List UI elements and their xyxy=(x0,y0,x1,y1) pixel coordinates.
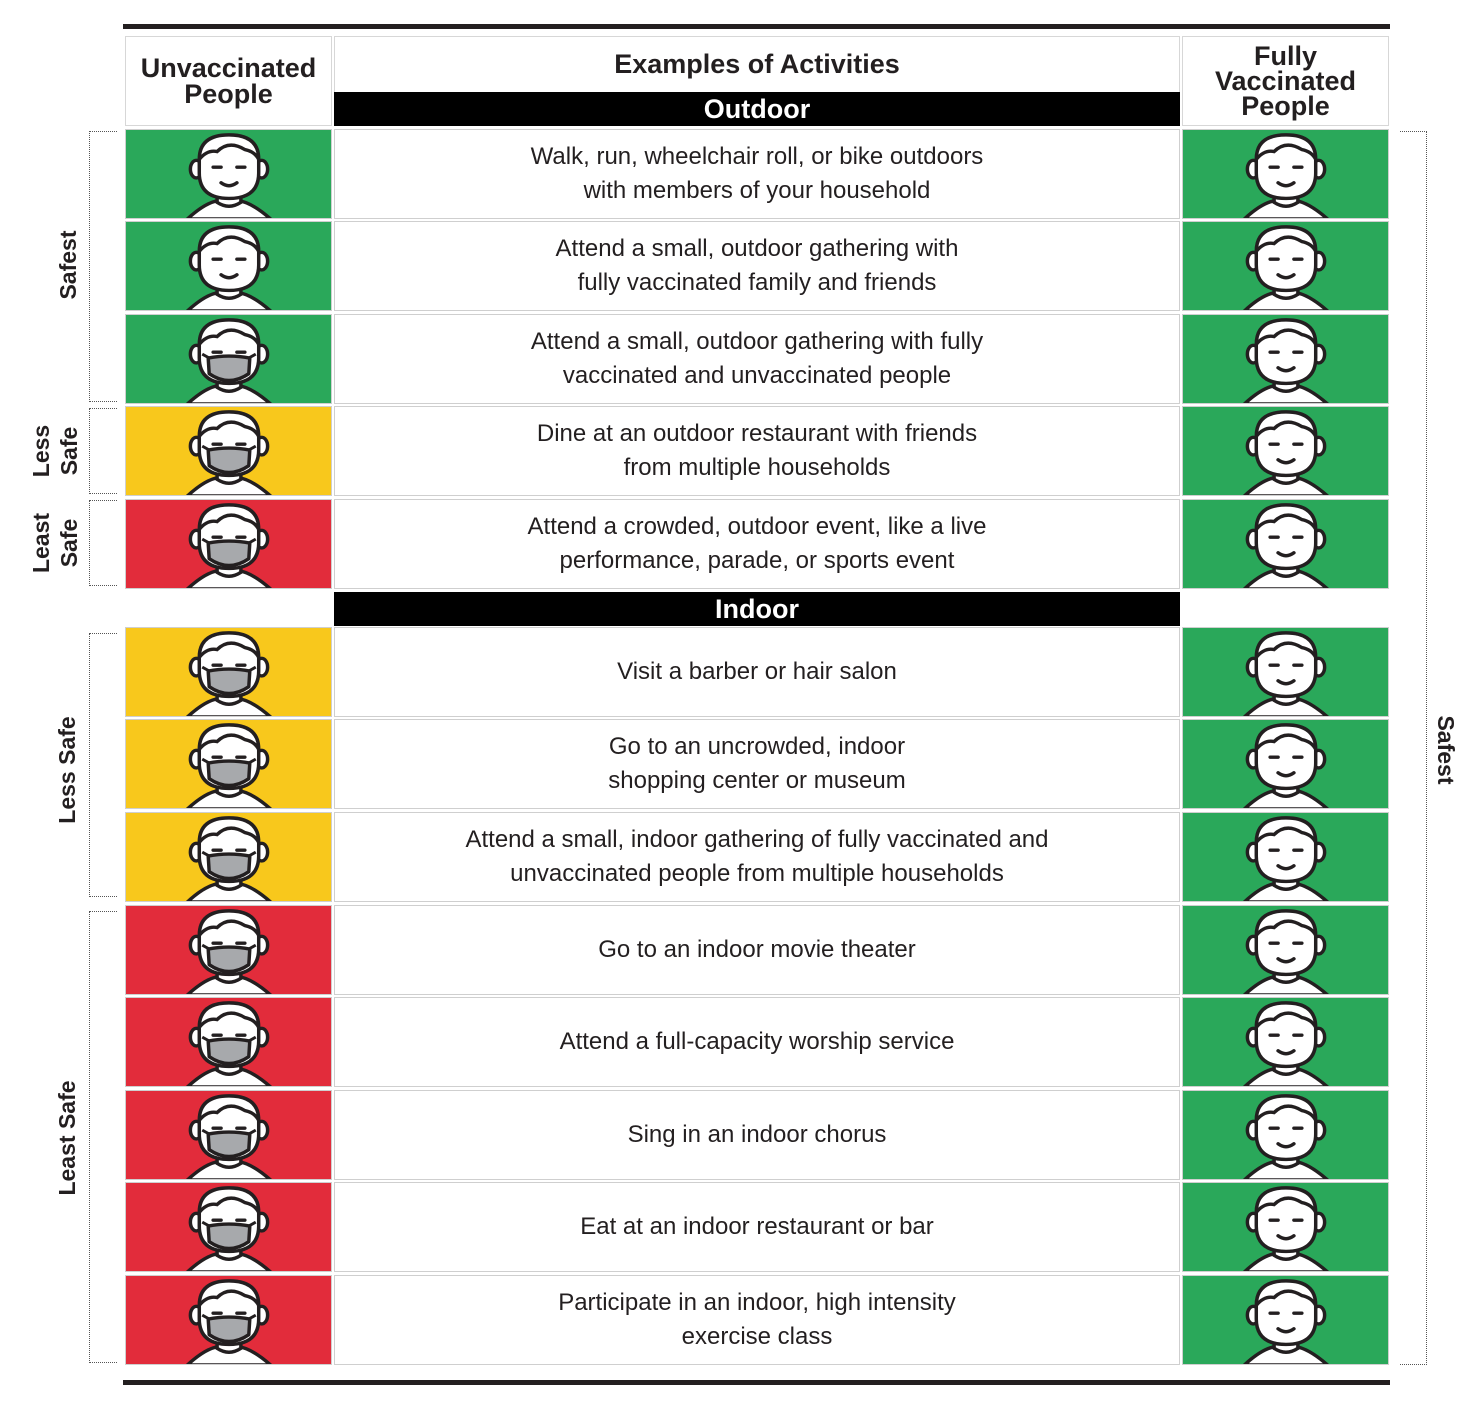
bracket-outdoor-least-safe xyxy=(89,500,117,586)
activity-description: Attend a small, outdoor gathering with f… xyxy=(334,221,1180,311)
smiling-person-icon xyxy=(1183,720,1388,808)
activity-row: Participate in an indoor, high intensity… xyxy=(125,1275,1389,1365)
activity-description: Attend a crowded, outdoor event, like a … xyxy=(334,499,1180,589)
unvaccinated-risk-cell xyxy=(125,1090,332,1180)
activity-row: Walk, run, wheelchair roll, or bike outd… xyxy=(125,129,1389,219)
vaccinated-risk-cell xyxy=(1182,314,1389,404)
activity-row: Attend a crowded, outdoor event, like a … xyxy=(125,499,1389,589)
unvaccinated-risk-cell xyxy=(125,499,332,589)
unvaccinated-risk-cell xyxy=(125,627,332,717)
unvaccinated-risk-cell xyxy=(125,1275,332,1365)
smiling-person-icon xyxy=(1183,1091,1388,1179)
activity-row: Attend a small, outdoor gathering with f… xyxy=(125,221,1389,311)
unvaccinated-risk-cell xyxy=(125,1182,332,1272)
masked-person-icon xyxy=(126,500,331,588)
bottom-rule xyxy=(123,1380,1390,1385)
label-outdoor-least-safe: Least Safe xyxy=(28,512,82,574)
activity-row: Go to an indoor movie theater xyxy=(125,905,1389,995)
masked-person-icon xyxy=(126,906,331,994)
masked-person-icon xyxy=(126,1183,331,1271)
activity-row: Attend a full-capacity worship service xyxy=(125,997,1389,1087)
bracket-outdoor-less-safe xyxy=(89,408,117,494)
label-outdoor-safest: Safest xyxy=(55,230,81,300)
smiling-person-icon xyxy=(1183,813,1388,901)
activity-description: Sing in an indoor chorus xyxy=(334,1090,1180,1180)
section-indoor: Indoor xyxy=(334,592,1180,626)
label-indoor-less-safe: Less Safe xyxy=(54,716,80,824)
masked-person-icon xyxy=(126,315,331,403)
smiling-person-icon xyxy=(1183,407,1388,495)
smiling-person-icon xyxy=(1183,500,1388,588)
activity-row: Eat at an indoor restaurant or bar xyxy=(125,1182,1389,1272)
activity-description: Attend a small, indoor gathering of full… xyxy=(334,812,1180,902)
smiling-person-icon xyxy=(1183,1276,1388,1364)
vaccinated-risk-cell xyxy=(1182,1090,1389,1180)
smiling-person-icon xyxy=(1183,130,1388,218)
masked-person-icon xyxy=(126,813,331,901)
top-rule xyxy=(123,24,1390,29)
activity-description: Go to an indoor movie theater xyxy=(334,905,1180,995)
smiling-person-icon xyxy=(126,222,331,310)
vaccinated-risk-cell xyxy=(1182,129,1389,219)
activity-row: Attend a small, indoor gathering of full… xyxy=(125,812,1389,902)
unvaccinated-risk-cell xyxy=(125,812,332,902)
activity-description: Walk, run, wheelchair roll, or bike outd… xyxy=(334,129,1180,219)
bracket-indoor-less-safe xyxy=(89,633,117,897)
unvaccinated-risk-cell xyxy=(125,314,332,404)
smiling-person-icon xyxy=(1183,998,1388,1086)
unvaccinated-risk-cell xyxy=(125,905,332,995)
vaccinated-risk-cell xyxy=(1182,812,1389,902)
vaccinated-risk-cell xyxy=(1182,499,1389,589)
bracket-outdoor-safest xyxy=(89,131,117,402)
activity-row: Attend a small, outdoor gathering with f… xyxy=(125,314,1389,404)
masked-person-icon xyxy=(126,407,331,495)
smiling-person-icon xyxy=(1183,315,1388,403)
activity-row: Sing in an indoor chorus xyxy=(125,1090,1389,1180)
masked-person-icon xyxy=(126,998,331,1086)
smiling-person-icon xyxy=(1183,628,1388,716)
smiling-person-icon xyxy=(1183,222,1388,310)
bracket-right-safest xyxy=(1400,131,1427,1365)
activity-description: Eat at an indoor restaurant or bar xyxy=(334,1182,1180,1272)
smiling-person-icon xyxy=(1183,1183,1388,1271)
bracket-indoor-least-safe xyxy=(89,911,117,1363)
activity-description: Attend a full-capacity worship service xyxy=(334,997,1180,1087)
activity-description: Participate in an indoor, high intensity… xyxy=(334,1275,1180,1365)
vaccinated-risk-cell xyxy=(1182,905,1389,995)
vaccinated-risk-cell xyxy=(1182,221,1389,311)
activity-row: Go to an uncrowded, indoor shopping cent… xyxy=(125,719,1389,809)
vaccinated-risk-cell xyxy=(1182,1275,1389,1365)
activity-row: Dine at an outdoor restaurant with frien… xyxy=(125,406,1389,496)
activity-row: Visit a barber or hair salon xyxy=(125,627,1389,717)
vaccinated-risk-cell xyxy=(1182,1182,1389,1272)
masked-person-icon xyxy=(126,720,331,808)
activity-description: Attend a small, outdoor gathering with f… xyxy=(334,314,1180,404)
activity-description: Go to an uncrowded, indoor shopping cent… xyxy=(334,719,1180,809)
unvaccinated-risk-cell xyxy=(125,719,332,809)
vaccinated-risk-cell xyxy=(1182,406,1389,496)
vaccinated-risk-cell xyxy=(1182,627,1389,717)
section-outdoor: Outdoor xyxy=(334,92,1180,126)
activity-description: Dine at an outdoor restaurant with frien… xyxy=(334,406,1180,496)
masked-person-icon xyxy=(126,1276,331,1364)
vaccinated-risk-cell xyxy=(1182,997,1389,1087)
label-outdoor-less-safe: Less Safe xyxy=(28,424,82,478)
masked-person-icon xyxy=(126,1091,331,1179)
smiling-person-icon xyxy=(1183,906,1388,994)
unvaccinated-risk-cell xyxy=(125,997,332,1087)
masked-person-icon xyxy=(126,628,331,716)
header-activities: Examples of Activities xyxy=(334,36,1180,92)
vaccinated-risk-cell xyxy=(1182,719,1389,809)
unvaccinated-risk-cell xyxy=(125,129,332,219)
label-indoor-least-safe: Least Safe xyxy=(54,1080,80,1196)
unvaccinated-risk-cell xyxy=(125,406,332,496)
unvaccinated-risk-cell xyxy=(125,221,332,311)
header-unvaccinated: Unvaccinated People xyxy=(125,36,332,126)
header-vaccinated: Fully Vaccinated People xyxy=(1182,36,1389,126)
label-right-safest: Safest xyxy=(1433,715,1459,785)
smiling-person-icon xyxy=(126,130,331,218)
activity-description: Visit a barber or hair salon xyxy=(334,627,1180,717)
